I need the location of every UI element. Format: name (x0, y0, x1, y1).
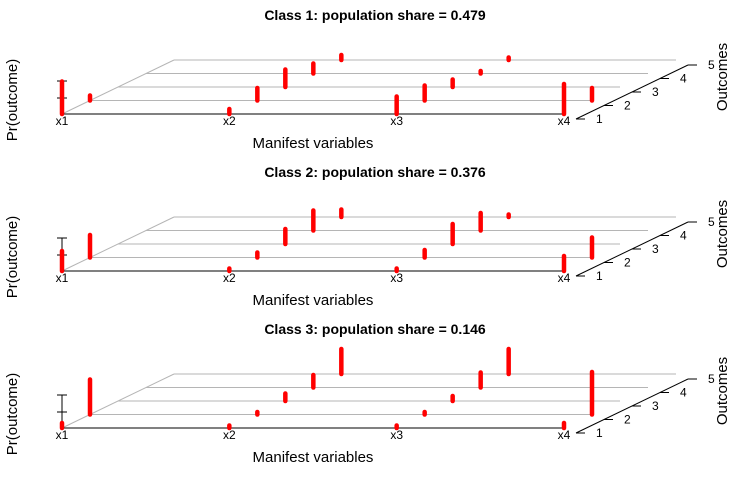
variable-tick-label: x3 (390, 114, 403, 128)
outcome-tick-label: 3 (652, 242, 659, 256)
variable-tick-label: x3 (390, 271, 403, 285)
z-axis-label: Outcomes (714, 200, 731, 268)
grid-depth-edge (61, 216, 175, 272)
grid-depth-edge (61, 373, 175, 429)
variable-tick-label: x4 (558, 428, 571, 442)
outcome-tick-label: 3 (652, 399, 659, 413)
outcome-tick-label: 1 (596, 426, 603, 440)
x-axis-label: Manifest variables (253, 135, 374, 152)
x-axis-label: Manifest variables (253, 292, 374, 309)
outcome-tick-label: 2 (624, 256, 631, 270)
variable-tick-label: x1 (56, 428, 69, 442)
variable-tick-label: x2 (223, 271, 236, 285)
z-axis-label: Outcomes (714, 357, 731, 425)
panel-title: Class 2: population share = 0.376 (264, 164, 486, 180)
variable-tick-label: x4 (558, 114, 571, 128)
variable-tick-label: x2 (223, 428, 236, 442)
panel-class-3: Class 3: population share = 0.146 1 2 3 4 5 Ou… (4, 321, 731, 466)
x-axis-label: Manifest variables (253, 449, 374, 466)
outcome-tick-label: 5 (708, 58, 715, 72)
outcome-tick-label: 3 (652, 85, 659, 99)
outcome-tick-label: 4 (680, 72, 687, 86)
variable-tick-label: x1 (56, 114, 69, 128)
y-axis-label: Pr(outcome) (4, 216, 21, 299)
y-axis-label: Pr(outcome) (4, 59, 21, 142)
outcome-tick-label: 4 (680, 229, 687, 243)
panel-title: Class 3: population share = 0.146 (264, 321, 486, 337)
y-axis-label: Pr(outcome) (4, 373, 21, 456)
outcome-tick-label: 5 (708, 215, 715, 229)
outcome-tick-label: 4 (680, 386, 687, 400)
variable-tick-label: x4 (558, 271, 571, 285)
outcome-tick-label: 1 (596, 112, 603, 126)
outcome-tick-label: 1 (596, 269, 603, 283)
panel-title: Class 1: population share = 0.479 (264, 7, 486, 23)
variable-tick-label: x2 (223, 114, 236, 128)
panel-class-2: Class 2: population share = 0.376 1 2 3 4 5 Ou… (4, 164, 731, 309)
outcome-tick-label: 5 (708, 372, 715, 386)
variable-tick-label: x1 (56, 271, 69, 285)
outcome-tick-label: 2 (624, 99, 631, 113)
panel-class-1: Class 1: population share = 0.479 1 2 3 4 5 Ou… (4, 7, 731, 152)
variable-tick-label: x3 (390, 428, 403, 442)
grid-depth-edge (61, 59, 175, 115)
outcome-tick-label: 2 (624, 413, 631, 427)
z-axis-label: Outcomes (714, 43, 731, 111)
